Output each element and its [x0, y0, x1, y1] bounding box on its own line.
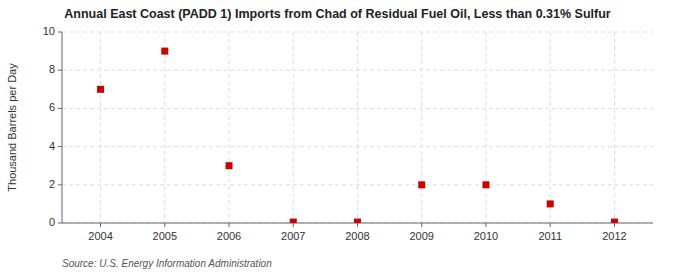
x-tick-label: 2008	[345, 230, 369, 242]
points	[97, 48, 618, 223]
chart-container: 0 2 4 6 8 10 2004 2005 2006 2007 2008 2009 2010 2011 2…	[0, 0, 675, 275]
x-tick	[164, 223, 165, 227]
x-tick-label: 2006	[217, 230, 241, 242]
y-tick-label: 8	[49, 63, 55, 75]
point	[161, 48, 168, 55]
grid-line-x	[293, 32, 294, 223]
y-tick	[58, 223, 62, 224]
x-tick-label: 2012	[602, 230, 626, 242]
point	[226, 162, 233, 169]
x-tick-label: 2007	[281, 230, 305, 242]
grid-line-x	[100, 32, 101, 223]
point	[290, 219, 297, 223]
point	[354, 219, 361, 223]
grid-line-x	[229, 32, 230, 223]
grid-line-x	[421, 32, 422, 223]
title: Annual East Coast (PADD 1) Imports from …	[64, 7, 611, 21]
point	[547, 200, 554, 207]
grid-line-x	[357, 32, 358, 223]
grid-line-x	[164, 32, 165, 223]
point	[611, 219, 618, 223]
y-tick-label: 0	[49, 216, 55, 228]
x-tick	[550, 223, 551, 227]
y-tick-label: 10	[43, 25, 55, 37]
x-tick	[229, 223, 230, 227]
y-tick-label: 6	[49, 101, 55, 113]
point	[418, 181, 425, 188]
point	[97, 86, 104, 93]
y-tick	[58, 184, 62, 185]
x-tick	[293, 223, 294, 227]
chart-svg: 0 2 4 6 8 10 2004 2005 2006 2007 2008 2009 2010 2011 2…	[0, 0, 675, 275]
grid-line-x	[550, 32, 551, 223]
y-tick	[58, 146, 62, 147]
x-tick	[421, 223, 422, 227]
x-tick-label: 2005	[153, 230, 177, 242]
x-tick-label: 2004	[88, 230, 112, 242]
grid-line-x	[485, 32, 486, 223]
x-tick	[357, 223, 358, 227]
y-tick	[58, 32, 62, 33]
x-tick-label: 2011	[538, 230, 562, 242]
grid-line-x	[614, 32, 615, 223]
x-tick	[485, 223, 486, 227]
x-tick-label: 2010	[474, 230, 498, 242]
ticks: 0 2 4 6 8 10 2004 2005 2006 2007 2008 2009 2010 2011 2…	[43, 25, 627, 242]
x-tick-label: 2009	[409, 230, 433, 242]
y-axis-line	[62, 32, 63, 223]
x-tick	[100, 223, 101, 227]
y-tick-label: 2	[49, 178, 55, 190]
x-tick	[614, 223, 615, 227]
y-axis-label: Thousand Barrels per Day	[6, 63, 18, 192]
grid-line-y	[62, 184, 653, 185]
grid	[62, 32, 653, 223]
grid-line-y	[62, 108, 653, 109]
y-tick	[58, 70, 62, 71]
y-tick-label: 4	[49, 140, 55, 152]
source-note: Source: U.S. Energy Information Administ…	[62, 258, 272, 269]
point	[482, 181, 489, 188]
y-tick	[58, 108, 62, 109]
